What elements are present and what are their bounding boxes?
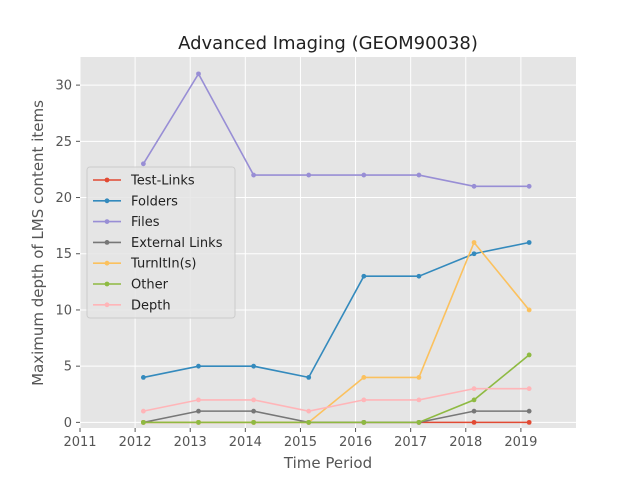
x-tick-label: 2017 xyxy=(394,435,427,450)
data-point xyxy=(526,183,532,189)
series-other xyxy=(140,352,532,425)
data-point xyxy=(196,363,201,369)
legend-label: Folders xyxy=(131,194,178,209)
y-tick-label: 0 xyxy=(64,416,72,431)
data-point xyxy=(306,419,312,425)
legend-marker xyxy=(104,260,110,266)
data-point xyxy=(140,408,146,414)
data-point xyxy=(471,408,477,414)
data-point xyxy=(251,363,256,369)
data-point xyxy=(526,386,532,392)
data-point xyxy=(471,240,477,245)
x-tick-label: 2014 xyxy=(229,435,262,450)
x-tick-label: 2016 xyxy=(339,435,372,450)
data-point xyxy=(416,375,422,380)
y-tick-label: 15 xyxy=(55,247,72,262)
data-point xyxy=(416,273,422,279)
data-point xyxy=(416,419,422,425)
data-point xyxy=(361,273,367,279)
series-line xyxy=(143,354,530,424)
data-point xyxy=(251,419,256,425)
data-point xyxy=(306,375,312,380)
x-tick-label: 2019 xyxy=(504,435,537,450)
legend-marker xyxy=(104,198,110,204)
x-tick-label: 2012 xyxy=(119,435,152,450)
series-line xyxy=(142,72,530,188)
y-tick-label: 20 xyxy=(55,191,72,206)
y-axis-label: Maximum depth of LMS content items xyxy=(29,100,47,386)
data-point xyxy=(526,240,532,245)
series-line xyxy=(143,241,530,379)
x-axis-label: Time Period xyxy=(283,454,372,472)
series-folders xyxy=(140,240,532,380)
data-point xyxy=(416,397,422,403)
data-point xyxy=(140,161,146,167)
data-point xyxy=(526,408,532,414)
data-point xyxy=(526,307,532,313)
data-point xyxy=(471,183,477,189)
legend-marker xyxy=(104,240,110,245)
legend-marker xyxy=(104,302,110,308)
ticks: 2011 2012 2013 2014 2015 2016 2017 2018 20190510… xyxy=(55,79,537,450)
legend-label: Other xyxy=(131,278,169,293)
data-point xyxy=(140,375,146,380)
legend-marker xyxy=(104,281,110,287)
x-tick-label: 2013 xyxy=(174,435,207,450)
y-tick-label: 10 xyxy=(55,303,72,318)
legend-label: Depth xyxy=(131,298,171,313)
data-point xyxy=(306,172,312,178)
legend-label: TurnItIn(s) xyxy=(130,257,196,272)
data-point xyxy=(251,408,256,414)
legend: Test-Links Folders Files External Links Turn… xyxy=(86,166,236,319)
data-point xyxy=(196,408,201,414)
legend-label: External Links xyxy=(131,236,223,251)
legend-label: Files xyxy=(131,215,160,230)
data-point xyxy=(416,172,422,178)
series-line xyxy=(143,387,530,412)
data-point xyxy=(471,251,477,257)
data-point xyxy=(471,397,477,403)
data-point xyxy=(471,386,477,392)
data-point xyxy=(251,172,256,178)
x-tick-label: 2018 xyxy=(449,435,482,450)
data-point xyxy=(526,419,532,425)
x-tick-label: 2015 xyxy=(284,435,317,450)
data-point xyxy=(361,172,367,178)
data-point xyxy=(251,397,256,403)
y-tick-label: 25 xyxy=(55,135,72,150)
data-point xyxy=(471,419,477,425)
series-files xyxy=(140,71,532,189)
y-tick-label: 30 xyxy=(55,79,72,94)
data-point xyxy=(306,408,312,414)
data-point xyxy=(140,419,146,425)
data-point xyxy=(196,397,201,403)
x-tick-label: 2011 xyxy=(63,435,96,450)
data-point xyxy=(526,352,532,358)
series-depth xyxy=(140,386,532,414)
legend-box xyxy=(86,166,236,319)
series-group xyxy=(140,71,532,425)
legend-label: Test-Links xyxy=(130,174,195,189)
legend-marker xyxy=(104,219,110,225)
data-point xyxy=(196,419,201,425)
chart-title: Advanced Imaging (GEOM90038) xyxy=(178,33,478,54)
legend-marker xyxy=(104,177,110,183)
data-point xyxy=(361,375,367,380)
data-point xyxy=(196,71,201,77)
y-tick-label: 5 xyxy=(64,360,72,375)
data-point xyxy=(361,397,367,403)
data-point xyxy=(361,419,367,425)
